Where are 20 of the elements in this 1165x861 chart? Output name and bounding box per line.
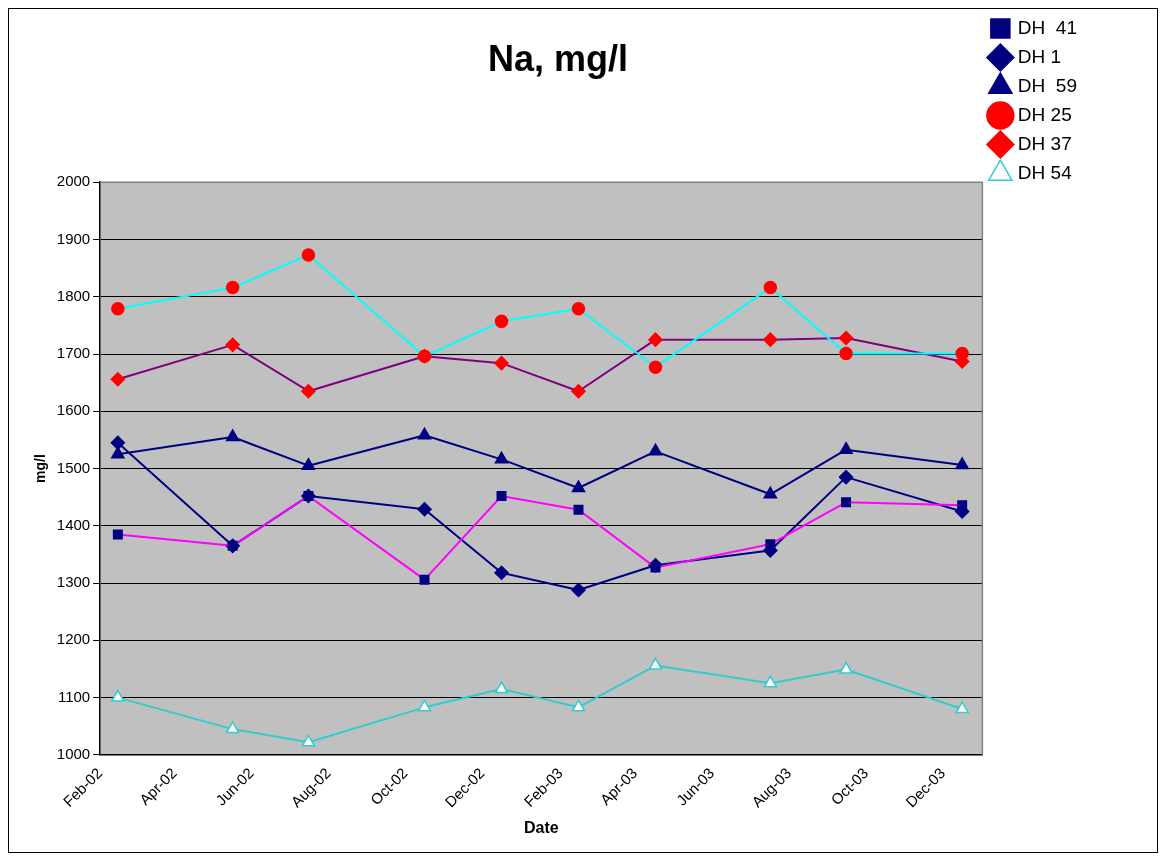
legend-label: DH 37 bbox=[1017, 132, 1072, 154]
x-axis-title: Date bbox=[523, 818, 559, 836]
y-tick-label: 1200 bbox=[56, 630, 91, 648]
legend-label: DH 54 bbox=[1017, 161, 1073, 183]
legend-label: DH 25 bbox=[1017, 103, 1072, 125]
y-tick-label: 1100 bbox=[57, 687, 91, 705]
y-tick-label: 1800 bbox=[56, 286, 91, 304]
y-tick-label: 1600 bbox=[56, 401, 91, 419]
y-axis-title: mg/l bbox=[32, 454, 49, 483]
legend-label: DH 1 bbox=[1017, 45, 1062, 67]
legend-label: DH 41 bbox=[1017, 16, 1078, 38]
y-tick-label: 1900 bbox=[56, 229, 91, 247]
y-tick-label: 1700 bbox=[56, 344, 91, 362]
y-tick-label: 2000 bbox=[56, 172, 91, 190]
legend-label: DH 59 bbox=[1017, 74, 1078, 96]
y-tick-label: 1400 bbox=[56, 515, 91, 533]
y-tick-label: 1300 bbox=[56, 573, 91, 591]
chart-title: Na, mg/l bbox=[487, 37, 629, 79]
y-tick-label: 1500 bbox=[56, 458, 91, 476]
y-tick-label: 1000 bbox=[56, 745, 91, 763]
